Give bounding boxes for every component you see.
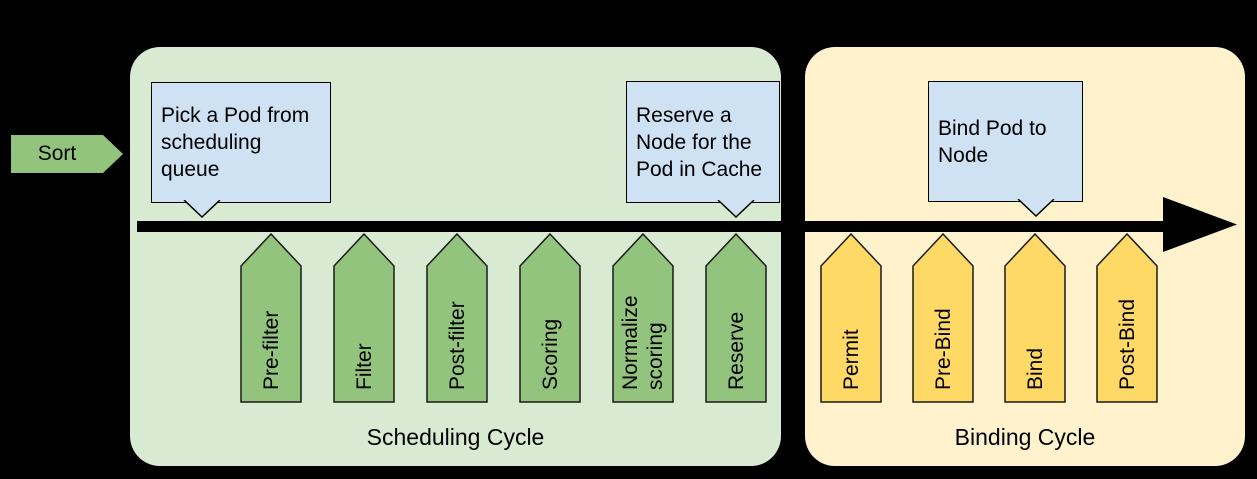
callout-bind-pod-text: Bind Pod to Node [938, 116, 1047, 167]
plugin-arrow-permit: Permit [820, 233, 882, 403]
plugin-label: Reserve [724, 311, 748, 390]
sort-label: Sort [37, 142, 77, 165]
plugin-arrow-reserve: Reserve [705, 233, 767, 403]
plugin-label: Scoring [538, 318, 562, 390]
plugin-arrow-post-filter: Post-filter [426, 233, 488, 403]
plugin-arrow-bind: Bind [1004, 233, 1066, 403]
plugin-label: Bind [1023, 347, 1047, 390]
plugin-arrow-scoring: Scoring [519, 233, 581, 403]
plugin-label: Post-filter [445, 301, 469, 390]
callout-reserve-node-text: Reserve a Node for the Pod in Cache [636, 103, 763, 181]
flow-arrow-head-icon [1163, 197, 1237, 252]
plugin-label: Permit [839, 329, 863, 390]
plugin-label: Post-Bind [1115, 298, 1139, 390]
plugin-label: Pre-filter [259, 310, 283, 390]
callout-pick-pod-text: Pick a Pod from scheduling queue [161, 104, 310, 181]
plugin-arrow-filter: Filter [333, 233, 395, 403]
flow-arrow-shaft [137, 221, 1168, 232]
plugin-arrow-pre-filter: Pre-filter [240, 233, 302, 403]
plugin-label: Filter [352, 343, 376, 390]
plugin-label: Normalize scoring [619, 295, 667, 390]
callout-bind-pod: Bind Pod to Node [928, 81, 1083, 217]
plugin-arrow-pre-bind: Pre-Bind [912, 233, 974, 403]
plugin-arrow-normalize-scoring: Normalize scoring [612, 233, 674, 403]
callout-pick-pod: Pick a Pod from scheduling queue [151, 82, 331, 218]
callout-reserve-node: Reserve a Node for the Pod in Cache [626, 81, 780, 218]
binding-cycle-title: Binding Cycle [954, 424, 1096, 450]
scheduling-cycle-title: Scheduling Cycle [366, 424, 545, 450]
plugin-label: Pre-Bind [931, 308, 955, 390]
callout-tail-icon [717, 200, 755, 218]
callout-tail-icon [1017, 199, 1055, 217]
callout-tail-icon [183, 200, 221, 218]
sort-arrow-icon [11, 135, 123, 173]
plugin-arrow-post-bind: Post-Bind [1096, 233, 1158, 403]
